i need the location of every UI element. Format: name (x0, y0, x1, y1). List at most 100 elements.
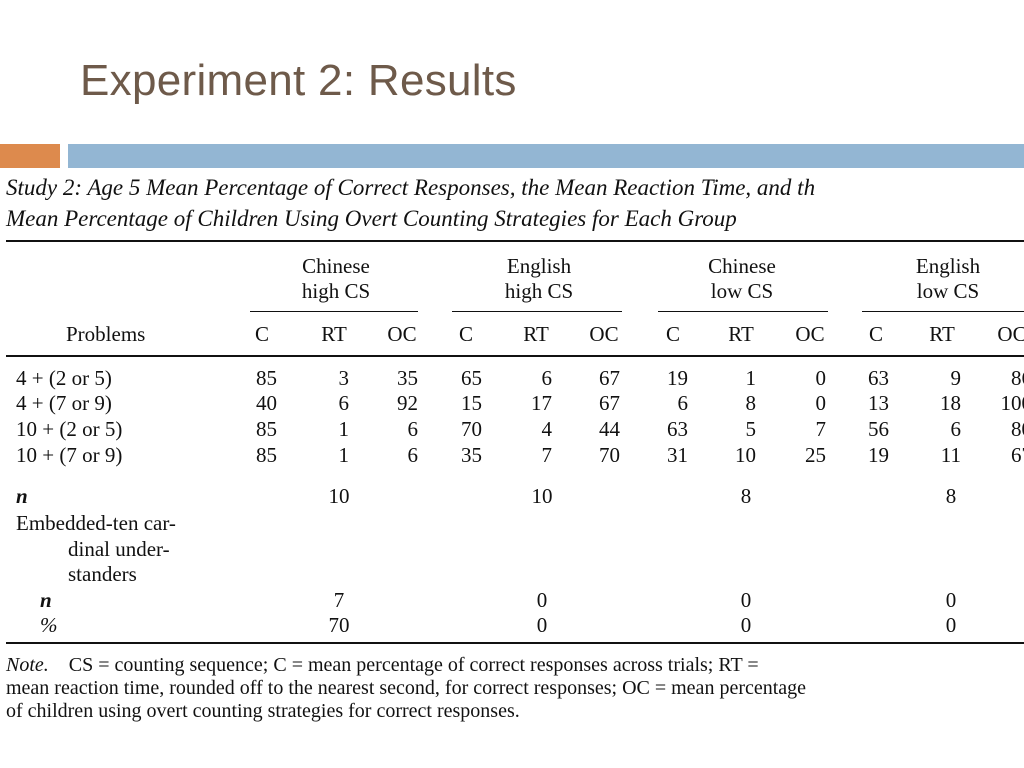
table-cell: 0 (815, 366, 827, 390)
table-cell: 1 (338, 417, 350, 441)
table-cell: 7 (815, 417, 827, 441)
table-cell: 31 (667, 443, 688, 467)
embedded-ten-label-line-1: Embedded-ten car- (16, 511, 176, 535)
column-header-rt: RT (321, 322, 347, 346)
table-caption-line-1: Study 2: Age 5 Mean Percentage of Correc… (6, 175, 816, 200)
n-value: 10 (531, 484, 553, 508)
table-cell: 35 (461, 443, 482, 467)
table-cell: 67 (599, 391, 620, 415)
header-rule (6, 355, 1024, 357)
table-cell: 3 (338, 366, 350, 390)
table-cell: 70 (461, 417, 482, 441)
table-cell: 40 (256, 391, 277, 415)
note-line-3: of children using overt counting strateg… (6, 700, 520, 722)
group-header-line-2: high CS (504, 279, 574, 303)
bottom-rule (6, 642, 1024, 644)
embedded-n-value: 0 (536, 588, 548, 612)
table-cell: 17 (531, 391, 552, 415)
row-label: 10 + (7 or 9) (16, 443, 123, 467)
table-caption-line-2: Mean Percentage of Children Using Overt … (6, 206, 737, 231)
table-cell: 65 (461, 366, 482, 390)
table-cell: 15 (461, 391, 482, 415)
group-header-line-2: high CS (301, 279, 371, 303)
column-header-rt: RT (929, 322, 955, 346)
embedded-n-value: 0 (945, 588, 957, 612)
table-cell: 19 (868, 443, 889, 467)
column-header-c: C (458, 322, 473, 346)
embedded-n-label: n (40, 588, 52, 612)
table-cell: 6 (541, 366, 553, 390)
note-line-2: mean reaction time, rounded off to the n… (6, 677, 807, 699)
table-cell: 6 (338, 391, 350, 415)
embedded-pct-label: % (40, 613, 58, 637)
group-header-chinese-low-cs: Chinese low CS (672, 254, 812, 304)
table-cell: 4 (541, 417, 553, 441)
group-rule-2 (452, 311, 622, 312)
n-value: 8 (945, 484, 957, 508)
embedded-pct-value: 0 (945, 613, 957, 637)
table-cell: 35 (397, 366, 418, 390)
table-note: Note. CS = counting sequence; C = mean p… (6, 654, 806, 723)
note-line-1: CS = counting sequence; C = mean percent… (68, 654, 759, 676)
table-cell: 63 (667, 417, 688, 441)
group-header-line-1: English (915, 254, 981, 278)
embedded-n-value: 0 (740, 588, 752, 612)
column-header-c: C (665, 322, 680, 346)
group-rule-4 (862, 311, 1024, 312)
table-cell: 6 (407, 417, 419, 441)
top-rule (6, 240, 1024, 242)
table-cell: 7 (541, 443, 553, 467)
row-label: 10 + (2 or 5) (16, 417, 123, 441)
column-header-oc: OC (795, 322, 825, 346)
table-cell: 80 (1011, 417, 1024, 441)
group-header-line-1: Chinese (708, 254, 776, 278)
group-header-english-low-cs: English low CS (878, 254, 1018, 304)
accent-bar-orange (0, 144, 60, 168)
table-cell: 18 (940, 391, 961, 415)
table-cell: 92 (397, 391, 418, 415)
n-label: n (16, 484, 28, 508)
table-cell: 11 (940, 443, 961, 467)
table-cell: 70 (599, 443, 620, 467)
table-cell: 85 (256, 443, 277, 467)
column-header-oc: OC (387, 322, 417, 346)
group-header-line-1: Chinese (302, 254, 370, 278)
table-cell: 56 (868, 417, 889, 441)
table-cell: 13 (868, 391, 889, 415)
table-cell: 1 (338, 443, 350, 467)
group-header-english-high-cs: English high CS (469, 254, 609, 304)
n-value: 10 (328, 484, 350, 508)
table-cell: 63 (868, 366, 889, 390)
column-header-oc: OC (997, 322, 1024, 346)
table-cell: 6 (407, 443, 419, 467)
table-cell: 1 (745, 366, 757, 390)
slide-title: Experiment 2: Results (80, 56, 517, 105)
table-cell: 8 (745, 391, 757, 415)
embedded-ten-label-line-3: standers (68, 562, 137, 586)
table-cell: 6 (950, 417, 962, 441)
table-cell: 19 (667, 366, 688, 390)
n-value: 8 (740, 484, 752, 508)
table-cell: 25 (805, 443, 826, 467)
table-cell: 85 (256, 366, 277, 390)
table-cell: 10 (735, 443, 756, 467)
problems-header: Problems (66, 322, 146, 346)
table-cell: 44 (599, 417, 620, 441)
accent-bar-blue (68, 144, 1024, 168)
column-header-rt: RT (523, 322, 549, 346)
table-caption: Study 2: Age 5 Mean Percentage of Correc… (6, 172, 815, 234)
group-header-line-2: low CS (710, 279, 774, 303)
column-header-oc: OC (589, 322, 619, 346)
embedded-ten-label-line-2: dinal under- (68, 537, 170, 561)
embedded-n-value: 7 (333, 588, 345, 612)
column-header-c: C (254, 322, 269, 346)
group-rule-1 (250, 311, 418, 312)
group-header-chinese-high-cs: Chinese high CS (266, 254, 406, 304)
table-cell: 67 (599, 366, 620, 390)
table-figure: Study 2: Age 5 Mean Percentage of Correc… (0, 168, 1024, 768)
note-label: Note. (6, 654, 49, 676)
table-cell: 6 (677, 391, 689, 415)
embedded-pct-value: 70 (328, 613, 350, 637)
embedded-pct-value: 0 (536, 613, 548, 637)
table-cell: 5 (745, 417, 757, 441)
